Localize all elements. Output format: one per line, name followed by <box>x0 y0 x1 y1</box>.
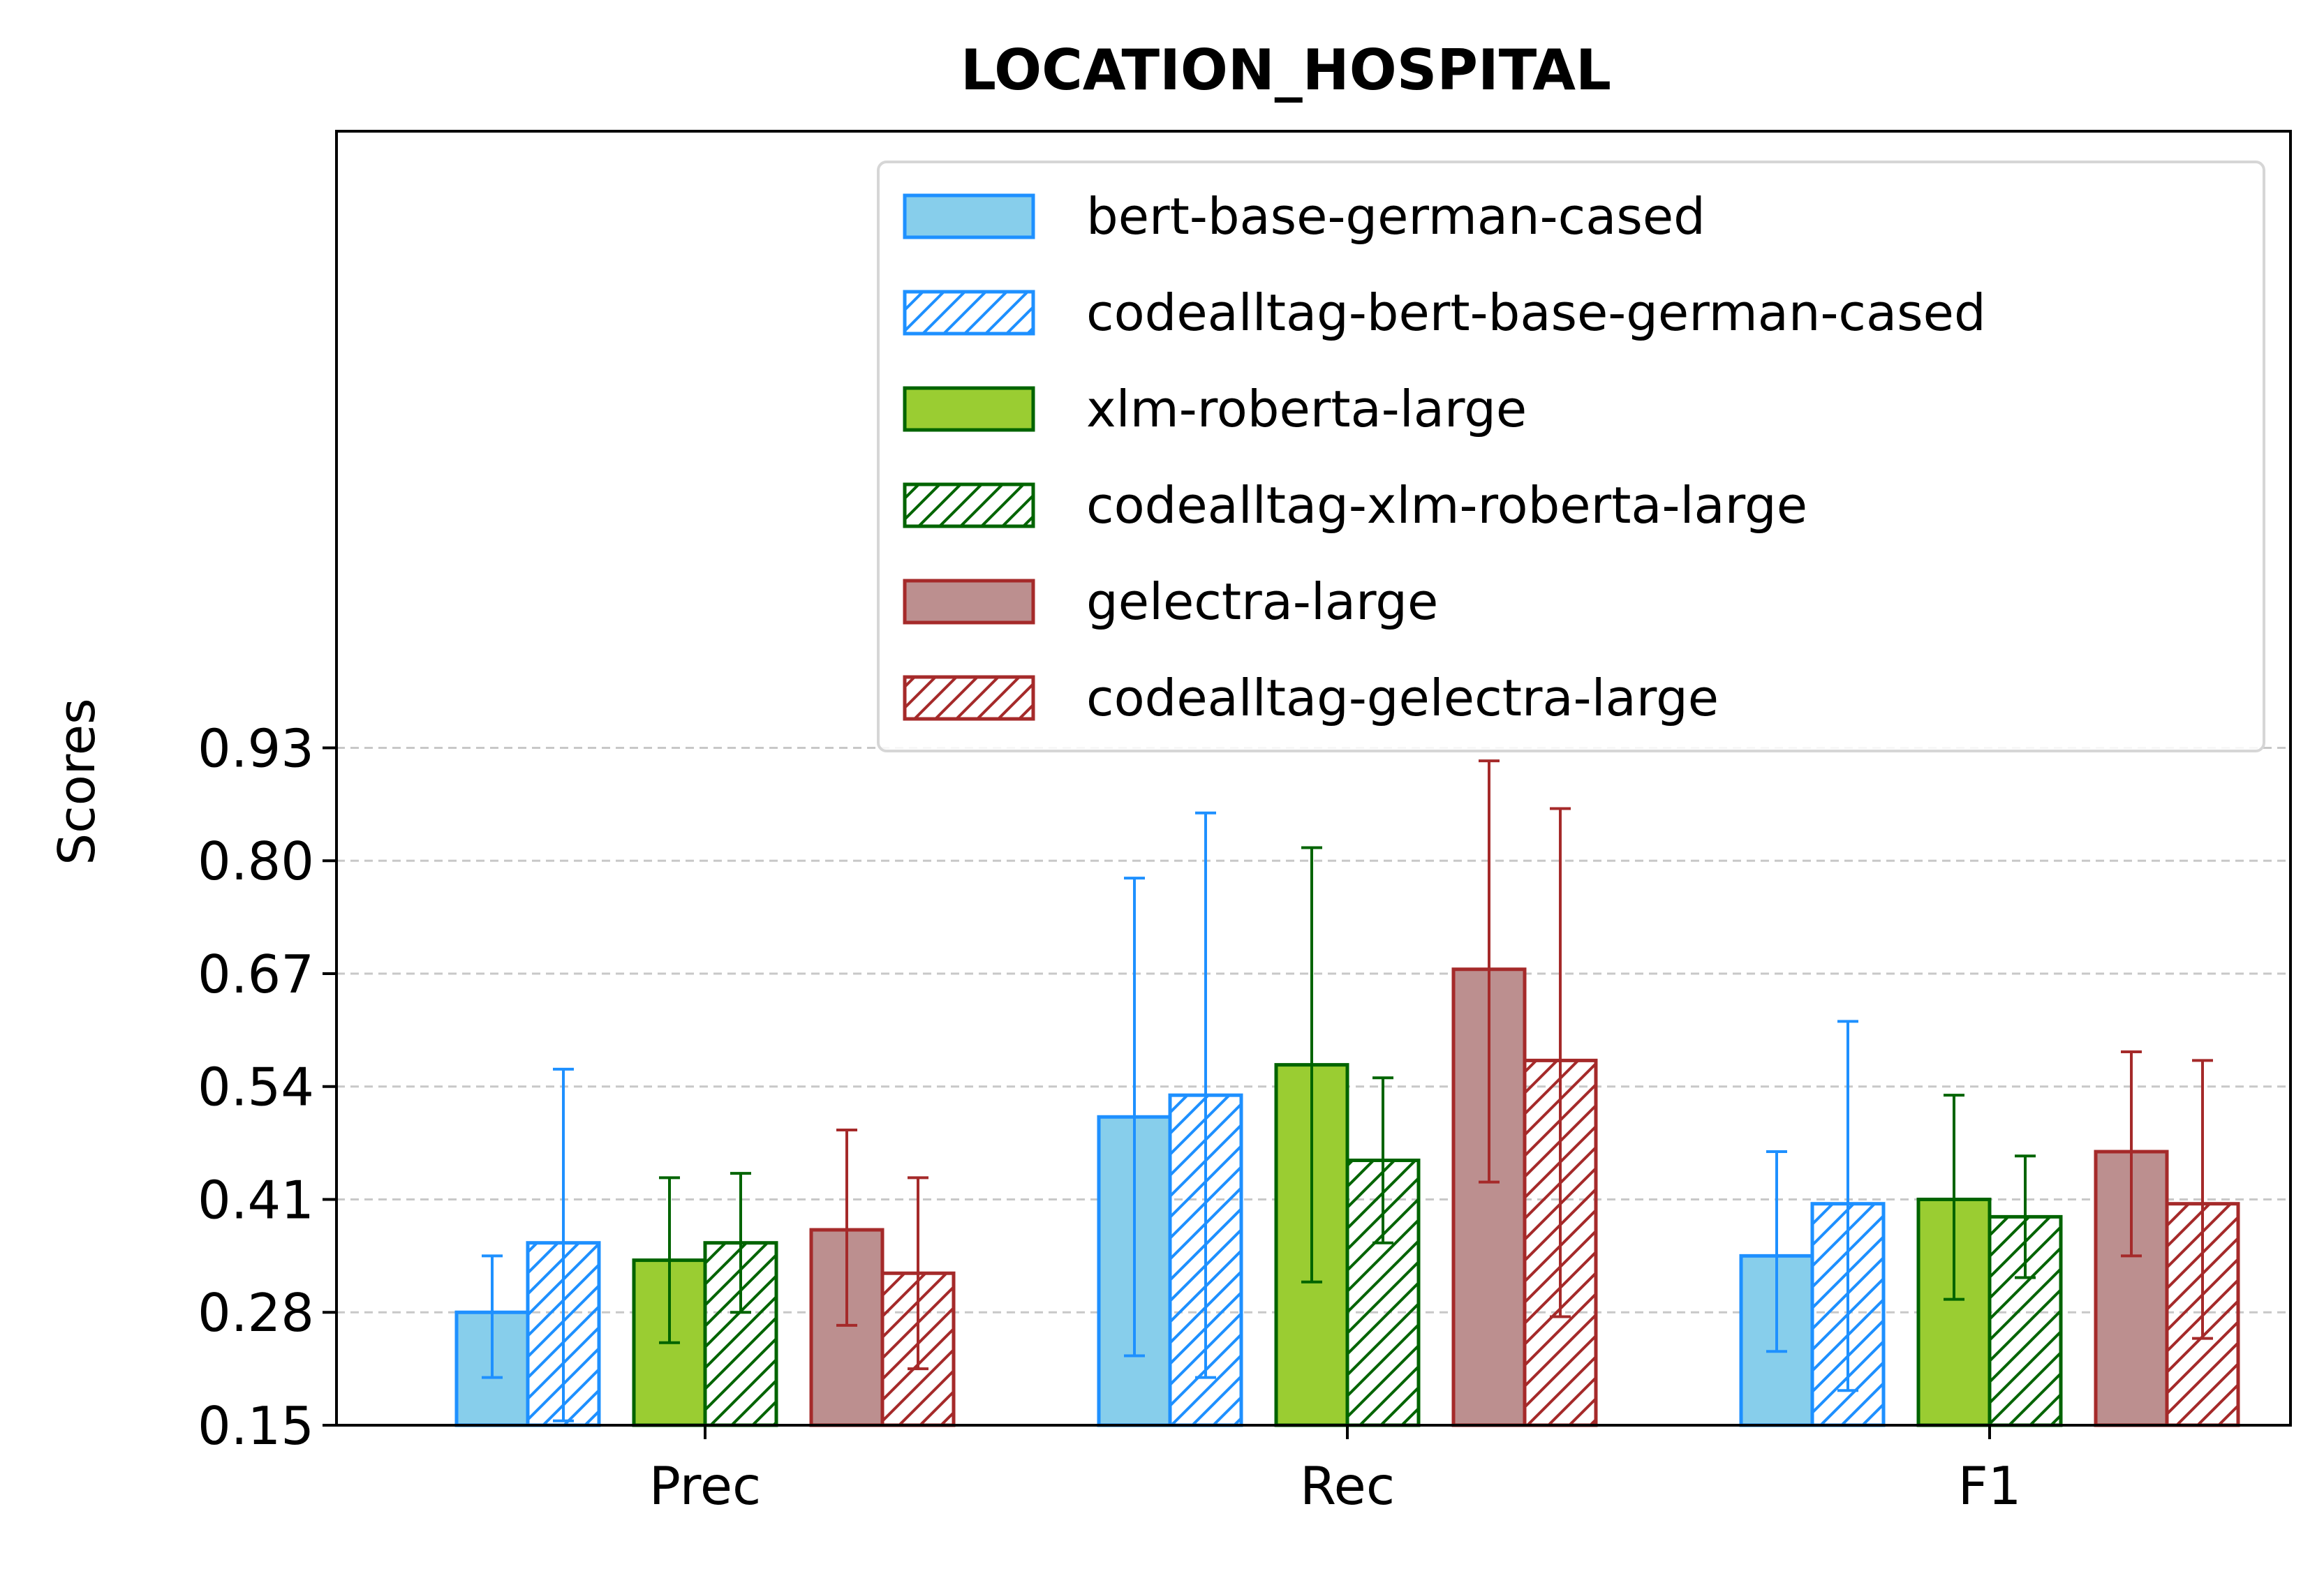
legend-label: codealltag-bert-base-german-cased <box>1086 283 1986 342</box>
legend: bert-base-german-cased codealltag-bert-ba… <box>877 161 2265 752</box>
chart-title: LOCATION_HOSPITAL <box>961 38 1611 103</box>
axes: 0.15 0.28 0.41 0.54 0.67 0.80 0.93 Prec Rec F1 <box>198 717 2021 1517</box>
x-tick-label: Prec <box>649 1455 761 1517</box>
legend-label: codealltag-xlm-roberta-large <box>1086 476 1807 535</box>
legend-label: gelectra-large <box>1086 572 1438 631</box>
bars <box>454 967 2240 1427</box>
legend-box <box>877 161 2265 752</box>
legend-swatch <box>903 386 1035 432</box>
legend-swatch <box>903 482 1035 528</box>
y-tick-label: 0.28 <box>198 1282 314 1344</box>
legend-swatch <box>903 675 1035 721</box>
y-axis-label: Scores <box>47 698 106 865</box>
y-tick-label: 0.80 <box>198 831 314 892</box>
error-bars <box>482 759 2213 1422</box>
legend-label: codealltag-gelectra-large <box>1086 669 1719 727</box>
legend-swatch <box>903 579 1035 625</box>
legend-label: bert-base-german-cased <box>1086 187 1705 246</box>
y-tick-label: 0.93 <box>198 717 314 779</box>
legend-label: xlm-roberta-large <box>1086 380 1527 438</box>
x-tick-label: F1 <box>1958 1455 2022 1517</box>
y-tick-label: 0.41 <box>198 1169 314 1230</box>
y-tick-label: 0.54 <box>198 1057 314 1118</box>
y-tick-label: 0.67 <box>198 944 314 1005</box>
legend-swatch <box>903 290 1035 336</box>
x-tick-label: Rec <box>1300 1455 1395 1517</box>
plot-frame <box>335 130 2292 1427</box>
y-tick-label: 0.15 <box>198 1395 314 1457</box>
legend-swatch <box>903 193 1035 239</box>
